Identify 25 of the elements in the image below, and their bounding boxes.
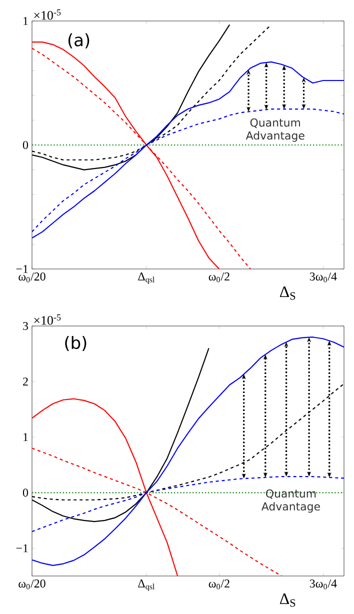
line-series	[32, 336, 344, 566]
text: ×10$^{-5}$	[34, 314, 61, 325]
annotation: (b)	[65, 336, 86, 352]
text: ×10$^{-5}$	[34, 9, 61, 20]
annotation: (a)	[68, 33, 90, 48]
y-tick-label: −1	[16, 265, 28, 273]
x-axis-title: Δ$_{S}$	[280, 594, 296, 607]
x-tick-label: Δ$_{qsl}$	[138, 272, 154, 284]
annotation: Quantum Advantage	[261, 489, 320, 513]
y-tick-label: −1	[16, 544, 28, 552]
y-tick-label: 1	[24, 433, 28, 442]
y-tick-label: 0	[22, 140, 28, 150]
annotation: Quantum Advantage	[246, 118, 304, 142]
x-tick-label: ω$_{0}$/2	[208, 272, 230, 282]
x-axis-title: Δ$_{S}$	[280, 286, 296, 300]
y-tick-label: 1	[24, 17, 28, 25]
y-tick-label: 0	[22, 488, 28, 497]
y-tick-label: 3	[23, 322, 28, 330]
x-tick-label: 3ω$_{0}$/4	[310, 580, 337, 590]
x-tick-label: 3ω$_{0}$/4	[310, 272, 337, 282]
x-tick-label: ω$_{0}$/20	[18, 580, 46, 590]
y-tick-label: 2	[23, 378, 28, 386]
x-tick-label: ω$_{0}$/2	[208, 580, 230, 590]
x-tick-label: Δ$_{qsl}$	[138, 580, 154, 591]
x-tick-label: ω$_{0}$/20	[18, 272, 46, 282]
